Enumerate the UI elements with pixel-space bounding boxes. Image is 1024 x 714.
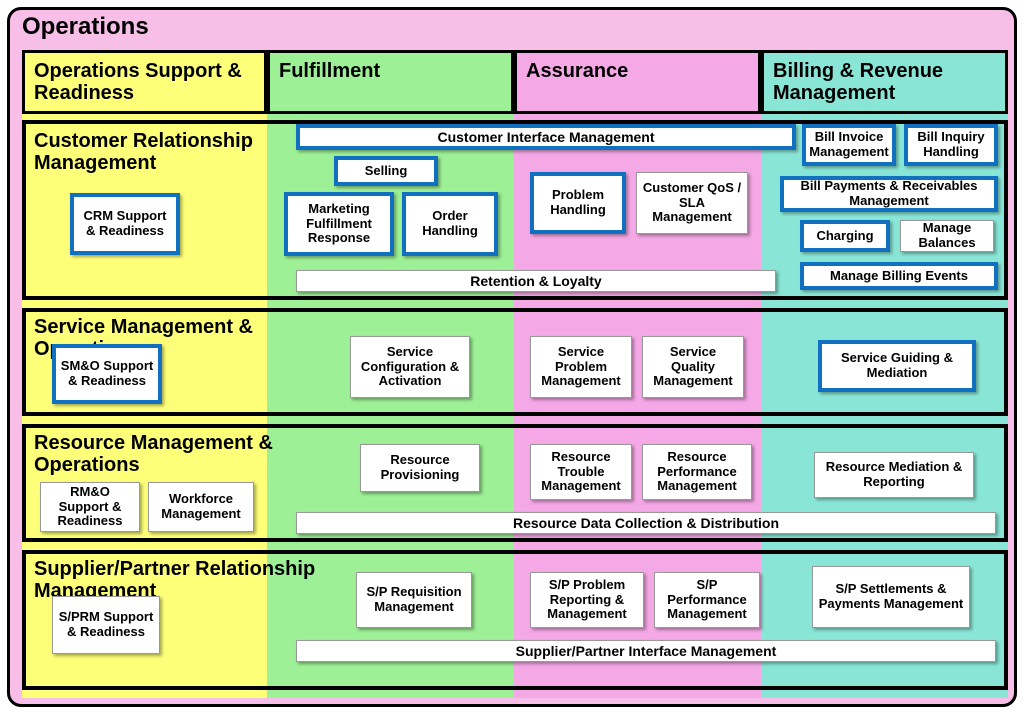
box-smo_support: SM&O Support & Readiness: [52, 344, 162, 404]
box-bill_invoice: Bill Invoice Management: [802, 124, 896, 166]
box-res_provision: Resource Provisioning: [360, 444, 480, 492]
row-label-crm: Customer Relationship Management: [34, 130, 294, 174]
box-sp_iface_bar: Supplier/Partner Interface Management: [296, 640, 996, 662]
box-res_perf: Resource Performance Management: [642, 444, 752, 500]
box-retention_bar: Retention & Loyalty: [296, 270, 776, 292]
box-order_hand: Order Handling: [402, 192, 498, 256]
col-label-assurance: Assurance: [526, 60, 753, 82]
box-cust_qos: Customer QoS / SLA Management: [636, 172, 748, 234]
box-res_data_bar: Resource Data Collection & Distribution: [296, 512, 996, 534]
box-sp_settle: S/P Settlements & Payments Management: [812, 566, 970, 628]
etom-diagram: Operations Operations Support & Readiness…: [0, 0, 1024, 714]
box-manage_bill: Manage Billing Events: [800, 262, 998, 290]
box-cim_bar: Customer Interface Management: [296, 124, 796, 150]
box-crm_support: CRM Support & Readiness: [70, 193, 180, 255]
box-sp_perf: S/P Performance Management: [654, 572, 760, 628]
box-sprm_support: S/PRM Support & Readiness: [52, 596, 160, 654]
box-svc_guiding: Service Guiding & Mediation: [818, 340, 976, 392]
col-label-billing: Billing & Revenue Management: [773, 60, 1000, 104]
box-selling: Selling: [334, 156, 438, 186]
row-label-rmo: Resource Management & Operations: [34, 432, 334, 476]
box-svc_config: Service Configuration & Activation: [350, 336, 470, 398]
box-charging: Charging: [800, 220, 890, 252]
box-svc_quality: Service Quality Management: [642, 336, 744, 398]
box-res_trouble: Resource Trouble Management: [530, 444, 632, 500]
title-operations: Operations: [22, 14, 149, 40]
box-mkt_fulfil: Marketing Fulfillment Response: [284, 192, 394, 256]
box-bill_payments: Bill Payments & Receivables Management: [780, 176, 998, 212]
box-manage_bal: Manage Balances: [900, 220, 994, 252]
box-rmo_support: RM&O Support & Readiness: [40, 482, 140, 532]
box-problem_hand: Problem Handling: [530, 172, 626, 234]
box-workforce: Workforce Management: [148, 482, 254, 532]
col-label-ops-support: Operations Support & Readiness: [34, 60, 259, 104]
box-sp_req: S/P Requisition Management: [356, 572, 472, 628]
box-sp_problem: S/P Problem Reporting & Management: [530, 572, 644, 628]
col-label-fulfillment: Fulfillment: [279, 60, 506, 82]
box-svc_problem: Service Problem Management: [530, 336, 632, 398]
box-res_mediation: Resource Mediation & Reporting: [814, 452, 974, 498]
box-bill_inquiry: Bill Inquiry Handling: [904, 124, 998, 166]
